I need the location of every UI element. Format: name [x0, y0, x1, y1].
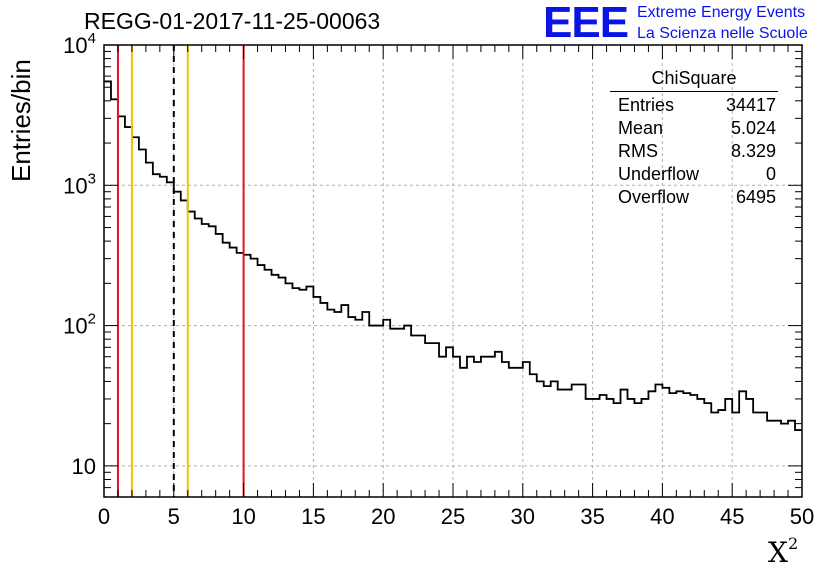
stats-row-overflow: Overflow 6495 — [610, 186, 778, 209]
x-tick-label: 10 — [231, 504, 255, 529]
stats-value: 8.329 — [730, 141, 776, 161]
stats-label: RMS — [618, 141, 658, 161]
x-axis-label-exponent: 2 — [787, 534, 799, 553]
y-tick-label-exponent: 2 — [88, 311, 96, 328]
x-tick-label: 45 — [720, 504, 744, 529]
eee-logo-text: Extreme Energy Events La Scienza nelle S… — [637, 2, 808, 44]
eee-logo-line2: La Scienza nelle Scuole — [637, 25, 808, 42]
y-axis-label: Entries/bin — [6, 59, 37, 182]
y-tick-label-exponent: 3 — [88, 170, 96, 187]
chart-title: REGG-01-2017-11-25-00063 — [84, 8, 381, 34]
stats-row-entries: Entries 34417 — [610, 94, 778, 117]
stats-rows: Entries 34417 Mean 5.024 RMS 8.329 Underflow 0 O… — [610, 94, 778, 209]
stats-label: Mean — [618, 118, 664, 138]
x-tick-label: 40 — [650, 504, 674, 529]
y-tick-label: 104 — [63, 30, 96, 58]
x-tick-label: 25 — [441, 504, 465, 529]
x-tick-label: 0 — [98, 504, 110, 529]
stats-value: 0 — [765, 164, 776, 184]
stats-value: 6495 — [735, 187, 776, 207]
x-axis-label: X2 — [768, 534, 799, 569]
y-axis-label-text: Entries/bin — [6, 59, 36, 182]
x-tick-label: 35 — [580, 504, 604, 529]
eee-logo-mark: EEE — [543, 0, 629, 47]
stats-row-mean: Mean 5.024 — [610, 117, 778, 140]
x-tick-label: 5 — [168, 504, 180, 529]
stats-value: 34417 — [725, 95, 776, 115]
y-tick-label: 102 — [63, 311, 96, 339]
histogram-series — [104, 80, 802, 431]
y-tick-label: 10 — [72, 454, 96, 479]
y-tick-label: 103 — [63, 170, 96, 198]
stats-label: Entries — [618, 95, 675, 115]
stats-label: Underflow — [618, 164, 700, 184]
eee-logo-line1: Extreme Energy Events — [637, 4, 806, 21]
y-tick-label-exponent: 4 — [88, 30, 96, 47]
stats-row-rms: RMS 8.329 — [610, 140, 778, 163]
x-axis-label-text: X — [768, 536, 788, 569]
y-tick-label-base: 10 — [72, 454, 96, 479]
stats-value: 5.024 — [730, 118, 776, 138]
y-tick-label-base: 10 — [63, 314, 87, 339]
x-tick-label: 50 — [790, 504, 814, 529]
x-tick-label: 15 — [301, 504, 325, 529]
x-tick-label: 30 — [511, 504, 535, 529]
stats-box: ChiSquare Entries 34417 Mean 5.024 RMS 8.329 U… — [610, 68, 778, 209]
stats-label: Overflow — [618, 187, 690, 207]
x-tick-label: 20 — [371, 504, 395, 529]
stats-title: ChiSquare — [610, 68, 778, 92]
stats-row-underflow: Underflow 0 — [610, 163, 778, 186]
y-tick-label-base: 10 — [63, 173, 87, 198]
y-tick-label-base: 10 — [63, 33, 87, 58]
